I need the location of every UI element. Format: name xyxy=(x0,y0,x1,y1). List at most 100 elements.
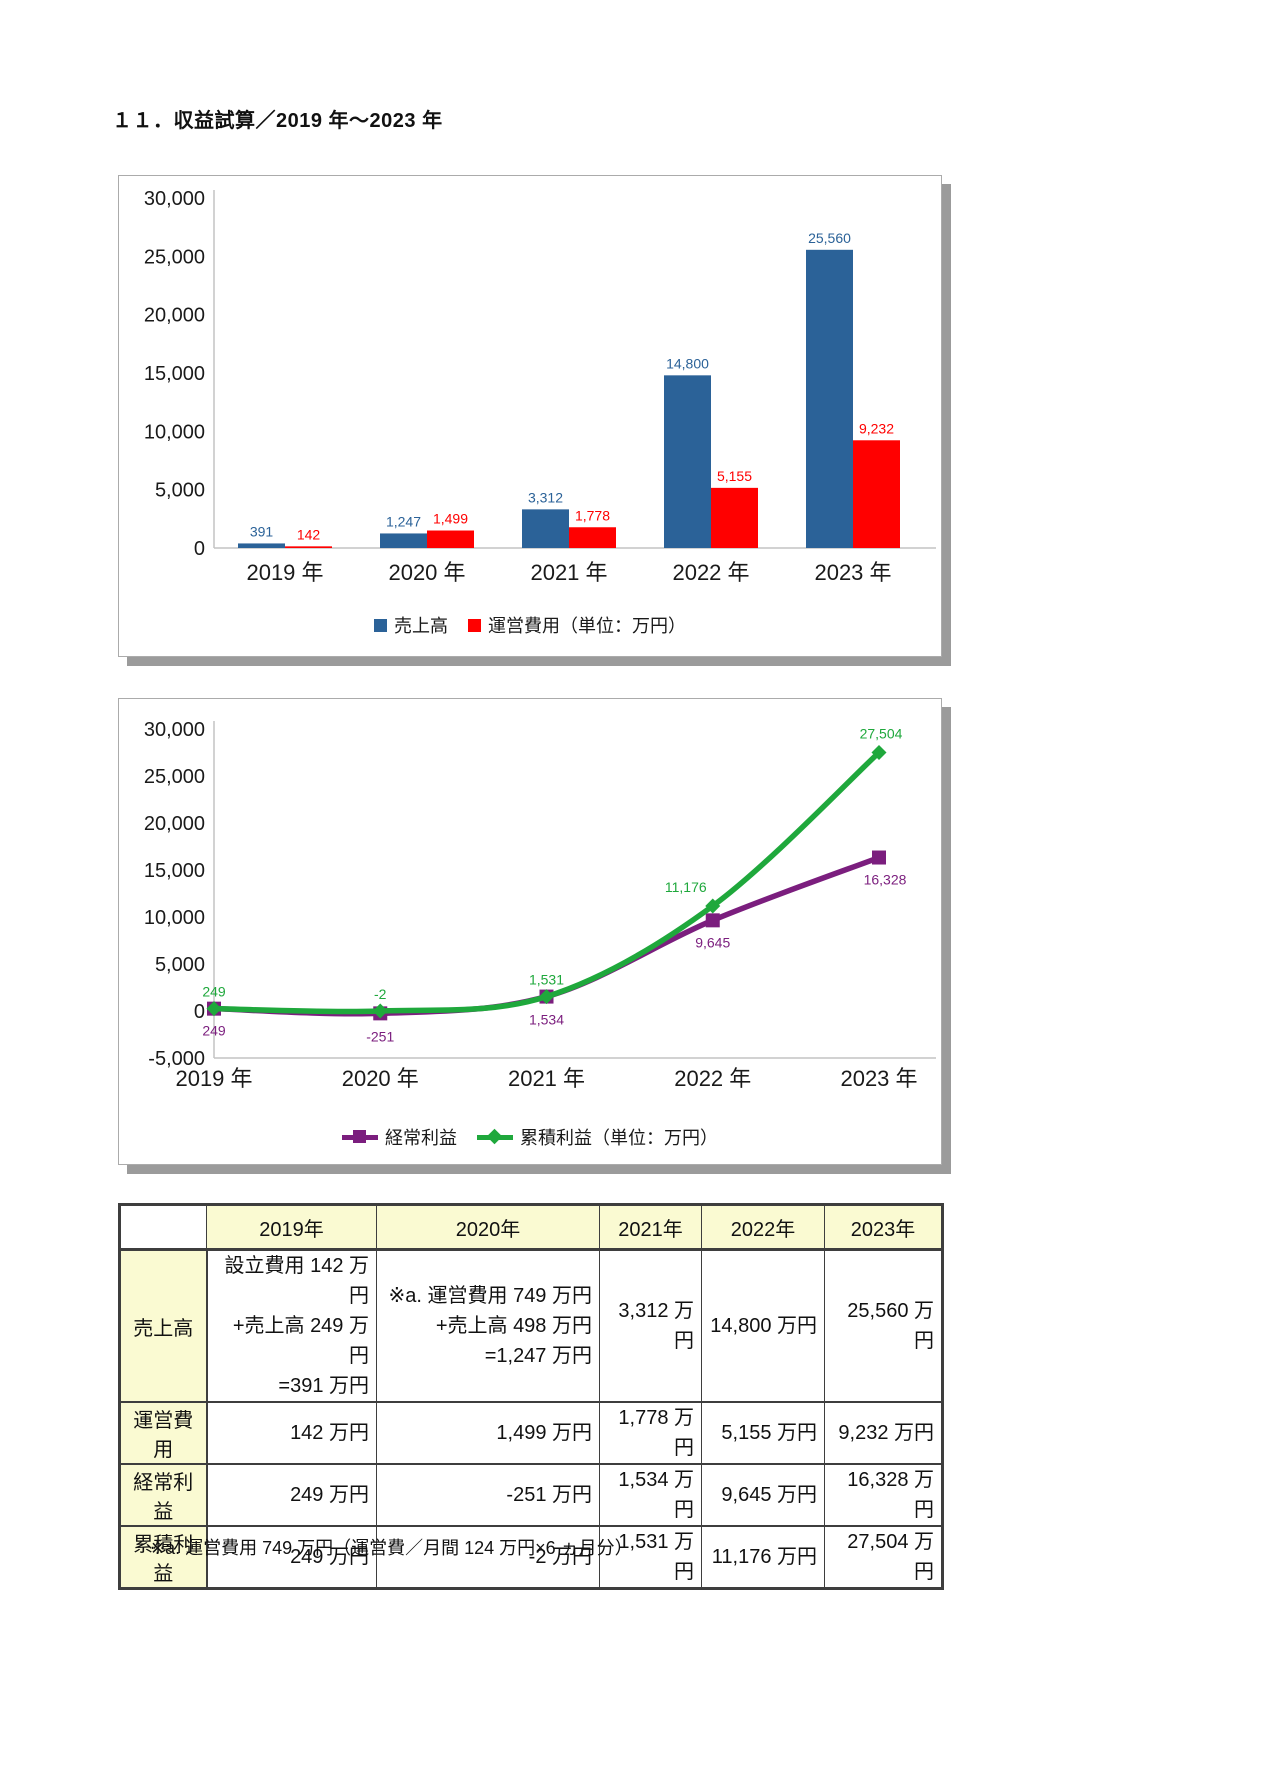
row-header: 売上高 xyxy=(119,1249,208,1403)
y-axis-tick-label: -5,000 xyxy=(148,1048,205,1070)
opex-legend-swatch-icon xyxy=(468,618,481,632)
x-axis-label: 2021 年 xyxy=(508,1066,585,1091)
column-header: 2020年 xyxy=(376,1204,600,1250)
x-axis-label: 2020 年 xyxy=(342,1066,419,1091)
profit-chart-panel: 30,000 25,000 20,000 15,000 10,000 5,000 0 -5,0… xyxy=(118,698,942,1165)
table-row: 累積利益 249 万円 -2 万円 1,531 万円 11,176 万円 27,504 万… xyxy=(119,1525,943,1589)
table-header-row: 2019年 2020年 2021年 2022年 2023年 xyxy=(119,1204,943,1250)
sales-legend-label: 売上高 xyxy=(394,616,448,636)
sales-bar xyxy=(664,375,711,548)
table-cell: 設立費用 142 万円 +売上高 249 万円 =391 万円 xyxy=(206,1249,377,1403)
table-row: 経常利益 249 万円 -251 万円 1,534 万円 9,645 万円 16,328 … xyxy=(119,1463,943,1527)
sales-bar-label: 3,312 xyxy=(528,489,563,505)
table-cell: 25,560 万円 xyxy=(824,1249,943,1403)
y-axis-tick-label: 10,000 xyxy=(144,421,205,443)
cumulative-profit-legend-label: 累積利益（単位：万円） xyxy=(520,1128,718,1148)
opex-bar xyxy=(853,440,900,548)
table-cell: 249 万円 xyxy=(206,1525,377,1589)
table-cell: 5,155 万円 xyxy=(701,1401,825,1465)
opex-bar xyxy=(285,546,332,548)
column-header: 2019年 xyxy=(206,1204,377,1250)
sales-bar xyxy=(806,249,853,549)
legend-item-sales: 売上高 xyxy=(374,612,448,638)
sales-bar xyxy=(238,543,285,548)
ordinary-profit-marker xyxy=(705,913,720,928)
cumulative-profit-point-label: 1,531 xyxy=(529,972,564,988)
cumulative-profit-point-label: 249 xyxy=(202,984,226,1000)
x-axis-label: 2022 年 xyxy=(674,1066,751,1091)
x-axis-label: 2019 年 xyxy=(175,1066,252,1091)
row-header: 累積利益 xyxy=(119,1525,208,1589)
cumulative-profit-legend-icon xyxy=(477,1128,513,1145)
ordinary-profit-marker xyxy=(872,850,886,865)
table-cell: ※a. 運営費用 749 万円 +売上高 498 万円 =1,247 万円 xyxy=(376,1249,600,1403)
y-axis-tick-label: 10,000 xyxy=(144,907,205,929)
cumulative-profit-marker xyxy=(871,744,887,760)
chart1-legend: 売上高 運営費用（単位：万円） xyxy=(119,612,941,638)
x-axis-label: 2020 年 xyxy=(388,560,465,585)
bar-chart-svg: 30,000 25,000 20,000 15,000 10,000 5,000 0 2019… xyxy=(144,188,936,585)
opex-bar-label: 142 xyxy=(297,526,321,542)
opex-bar-label: 9,232 xyxy=(859,420,894,436)
ordinary-profit-point-label: 9,645 xyxy=(695,934,730,950)
cumulative-profit-marker xyxy=(539,989,554,1005)
y-axis-tick-label: 0 xyxy=(194,538,205,560)
ordinary-profit-point-label: 1,534 xyxy=(529,1012,564,1028)
sales-bar xyxy=(522,509,569,548)
page-title: １１．収益試算／2019 年～2023 年 xyxy=(112,110,443,132)
sales-bar-label: 25,560 xyxy=(808,230,851,246)
sales-legend-swatch-icon xyxy=(374,618,387,632)
y-axis-tick-label: 20,000 xyxy=(144,813,205,835)
column-header: 2023年 xyxy=(824,1204,943,1250)
chart2-legend: 経常利益 累積利益（単位：万円） xyxy=(119,1124,941,1150)
sales-bar xyxy=(380,533,427,548)
footnote: ※a. 運営費用 749 万円（運営費／月間 124 万円×6 ヵ月分） xyxy=(150,1538,633,1558)
summary-table: 2019年 2020年 2021年 2022年 2023年 売上高 設立費用 142 万円 … xyxy=(118,1203,944,1590)
table-cell: 14,800 万円 xyxy=(701,1249,825,1403)
row-header: 運営費用 xyxy=(119,1401,208,1465)
cumulative-profit-point-label: 27,504 xyxy=(860,725,903,741)
legend-item-cumulative-profit: 累積利益（単位：万円） xyxy=(477,1124,718,1150)
ordinary-profit-point-label: -251 xyxy=(366,1028,394,1044)
sales-cost-chart-panel: 30,000 25,000 20,000 15,000 10,000 5,000 0 2019… xyxy=(118,175,942,657)
line-chart-svg: 30,000 25,000 20,000 15,000 10,000 5,000 0 -5,0… xyxy=(144,719,936,1091)
opex-legend-label: 運営費用（単位：万円） xyxy=(488,616,686,636)
cumulative-profit-point-label: 11,176 xyxy=(665,879,707,895)
opex-bar xyxy=(569,527,616,548)
table-cell: 1,531 万円 xyxy=(599,1525,702,1589)
table-cell: 11,176 万円 xyxy=(701,1525,825,1589)
ordinary-profit-point-label: 249 xyxy=(202,1023,226,1039)
opex-bar-label: 5,155 xyxy=(717,468,752,484)
y-axis-tick-label: 25,000 xyxy=(144,246,205,268)
opex-bar-label: 1,499 xyxy=(433,511,468,527)
x-axis-label: 2023 年 xyxy=(840,1066,917,1091)
y-axis-tick-label: 20,000 xyxy=(144,305,205,327)
table-row: 運営費用 142 万円 1,499 万円 1,778 万円 5,155 万円 9,232 … xyxy=(119,1401,943,1465)
table-cell: 1,499 万円 xyxy=(376,1401,600,1465)
y-axis-tick-label: 15,000 xyxy=(144,363,205,385)
sales-bar-label: 14,800 xyxy=(666,355,709,371)
table-cell: 142 万円 xyxy=(206,1401,377,1465)
table-cell: -251 万円 xyxy=(376,1463,600,1527)
table-cell: 3,312 万円 xyxy=(599,1249,702,1403)
x-axis-label: 2022 年 xyxy=(672,560,749,585)
opex-bar xyxy=(427,530,474,548)
table-row: 売上高 設立費用 142 万円 +売上高 249 万円 =391 万円 ※a. 運営… xyxy=(119,1249,943,1403)
y-axis-tick-label: 30,000 xyxy=(144,719,205,741)
y-axis-tick-label: 30,000 xyxy=(144,188,205,210)
cumulative-profit-point-label: -2 xyxy=(374,986,387,1002)
sales-bar-label: 1,247 xyxy=(386,513,421,529)
ordinary-profit-legend-label: 経常利益 xyxy=(385,1128,457,1148)
y-axis-tick-label: 15,000 xyxy=(144,860,205,882)
table-corner-cell xyxy=(119,1204,207,1250)
table-cell: 1,778 万円 xyxy=(599,1401,702,1465)
ordinary-profit-point-label: 16,328 xyxy=(864,872,907,888)
sales-bar-label: 391 xyxy=(250,523,274,539)
column-header: 2021年 xyxy=(599,1204,702,1250)
x-axis-label: 2019 年 xyxy=(246,560,323,585)
ordinary-profit-legend-icon xyxy=(342,1130,378,1144)
table-cell: 9,232 万円 xyxy=(824,1401,943,1465)
row-header: 経常利益 xyxy=(119,1463,208,1527)
table-cell: -2 万円 xyxy=(376,1525,600,1589)
cumulative-profit-marker xyxy=(206,1001,222,1017)
